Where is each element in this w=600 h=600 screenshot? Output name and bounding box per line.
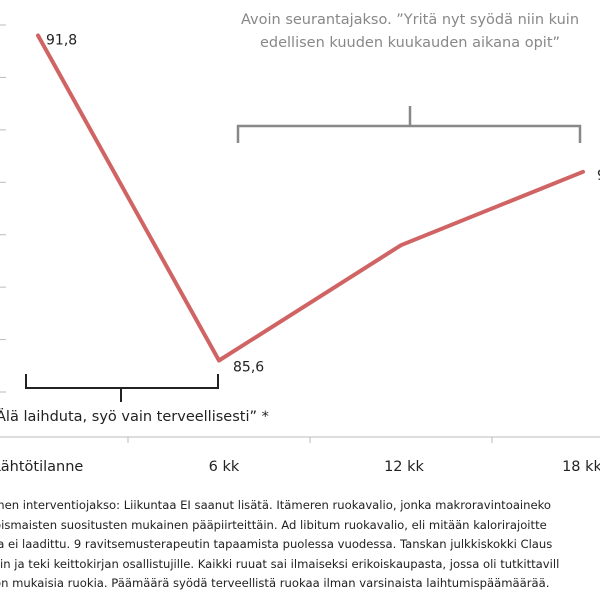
x-tick-labels: Lähtötilanne 6 kk 12 kk 18 kk <box>0 459 600 475</box>
footnote: inen interventiojakso: Liikuntaa EI saan… <box>0 496 600 594</box>
footnote-line: on mukaisia ruokia. Päämäärä syödä terve… <box>0 576 550 590</box>
point-labels: 91,8 85,6 9 <box>46 32 600 375</box>
x-tick-label: 18 kk <box>562 459 600 475</box>
followup-bracket <box>236 106 582 143</box>
footnote-line: sin ja teki keittokirjan osallistujille.… <box>0 556 560 571</box>
y-axis-ticks <box>0 24 6 393</box>
x-tick-label: 6 kk <box>209 459 240 475</box>
x-tick-label: 12 kk <box>384 459 424 475</box>
intervention-bracket <box>25 374 219 402</box>
data-label: 91,8 <box>46 32 77 48</box>
series-line <box>36 33 585 363</box>
x-tick-label: Lähtötilanne <box>0 459 83 475</box>
footnote-line: inen interventiojakso: Liikuntaa EI saan… <box>0 498 552 512</box>
intervention-annotation: Älä laihduta, syö vain terveellisesti” * <box>0 407 269 425</box>
followup-annotation-line1: Avoin seurantajakso. ”Yritä nyt syödä ni… <box>241 12 579 28</box>
x-axis-category-ticks <box>127 437 493 443</box>
data-label: 85,6 <box>233 360 264 376</box>
data-label: 9 <box>597 168 600 184</box>
followup-annotation-line2: edellisen kuuden kuukauden aikana opit” <box>260 35 560 51</box>
footnote-line: oismaisten suositusten mukainen pääpiirt… <box>0 517 547 532</box>
footnote-line: ja ei laadittu. 9 ravitsemusterapeutin t… <box>0 537 553 551</box>
